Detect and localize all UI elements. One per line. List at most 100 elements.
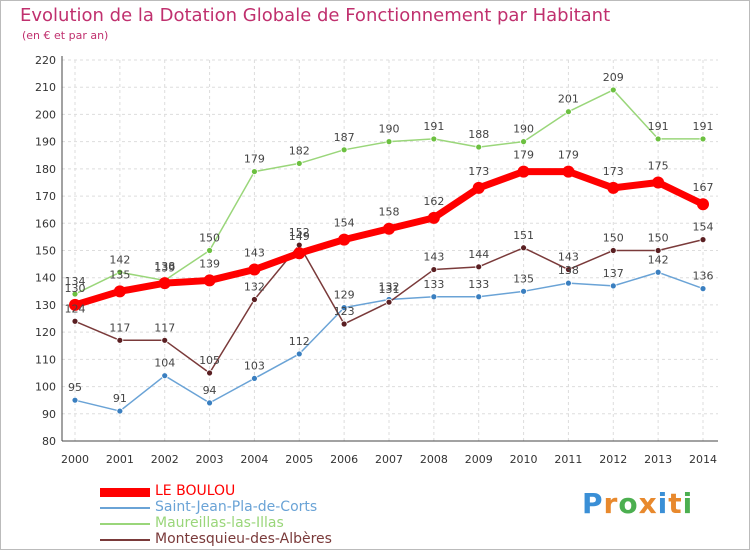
x-tick-label: 2001 [106,453,134,466]
data-label: 103 [244,359,265,372]
data-label: 131 [379,283,400,296]
data-point [251,168,258,175]
y-tick-label: 170 [35,190,56,203]
data-point [699,285,707,293]
data-point [383,222,395,235]
data-point [340,146,348,154]
data-point [609,86,617,94]
data-label: 154 [693,221,714,234]
data-label: 142 [648,253,669,266]
data-label: 132 [379,280,400,293]
y-tick-label: 80 [42,435,56,448]
y-tick-label: 140 [35,272,56,285]
data-label: 136 [693,270,714,283]
data-label: 152 [289,226,310,239]
data-point [697,198,709,211]
x-tick-label: 2005 [285,453,313,466]
data-label: 175 [648,159,669,172]
logo-letter: r [603,487,619,520]
x-tick-label: 2010 [510,453,538,466]
data-point [430,135,438,143]
data-label: 133 [468,278,489,291]
data-label: 188 [468,128,489,141]
data-point [251,296,258,303]
y-tick-label: 200 [35,108,56,121]
data-label: 144 [468,248,489,261]
x-tick-label: 2008 [420,453,448,466]
data-label: 135 [513,272,534,285]
data-point [340,320,348,328]
x-tick-label: 2007 [375,453,403,466]
data-point [116,407,124,415]
data-label: 137 [603,267,624,280]
data-point [520,138,527,146]
data-point [248,263,261,276]
data-label: 138 [558,264,579,277]
data-label: 133 [423,278,444,291]
data-label: 150 [648,232,669,245]
data-point [206,369,213,377]
legend-swatch [100,539,150,541]
data-label: 104 [154,357,175,370]
data-label: 129 [334,289,355,302]
data-label: 179 [513,149,534,162]
data-label: 150 [199,232,220,245]
data-point [158,277,171,290]
data-label: 158 [379,206,400,219]
data-label: 112 [289,335,310,348]
data-label: 142 [109,253,130,266]
data-point [71,317,79,325]
data-point [427,211,440,224]
data-label: 123 [334,305,355,318]
data-point [654,247,662,254]
data-label: 134 [65,275,86,288]
x-tick-label: 2011 [554,453,582,466]
y-tick-label: 130 [35,299,56,312]
data-point [475,143,483,151]
data-label: 191 [648,120,669,133]
data-point [251,375,258,382]
data-label: 105 [199,354,220,367]
data-label: 91 [113,392,127,405]
data-label: 124 [65,302,86,315]
data-label: 191 [423,120,444,133]
data-label: 162 [423,195,444,208]
data-point [161,336,169,344]
data-point [654,268,662,276]
data-label: 179 [244,153,265,166]
data-point [206,247,213,254]
data-label: 117 [154,321,175,334]
data-label: 154 [334,217,355,230]
y-tick-label: 120 [35,326,56,339]
legend-label: Saint-Jean-Pla-de-Corts [155,499,318,515]
x-tick-label: 2003 [196,453,224,466]
data-point [295,350,303,358]
logo-letter: P [582,487,604,520]
data-label: 187 [334,131,355,144]
data-point [517,165,530,178]
x-tick-label: 2012 [599,453,627,466]
data-point [340,304,348,312]
data-point [338,233,351,246]
data-label: 173 [603,165,624,178]
data-point [565,266,572,273]
legend-swatch [100,507,150,509]
y-tick-label: 110 [35,353,56,366]
data-label: 149 [289,230,310,243]
data-point [69,298,81,311]
x-tick-label: 2000 [61,453,89,466]
logo-letter: i [682,487,694,520]
data-label: 143 [423,251,444,264]
data-point [699,236,707,244]
data-point [293,247,306,260]
legend-label: Maureillas-las-Illas [155,515,284,531]
data-label: 139 [154,261,175,274]
y-tick-label: 90 [42,408,56,421]
data-point [475,293,483,301]
legend-swatch [100,487,150,497]
data-label: 191 [693,120,714,133]
data-label: 182 [289,144,310,157]
data-point [562,165,575,178]
y-tick-label: 220 [35,54,56,67]
